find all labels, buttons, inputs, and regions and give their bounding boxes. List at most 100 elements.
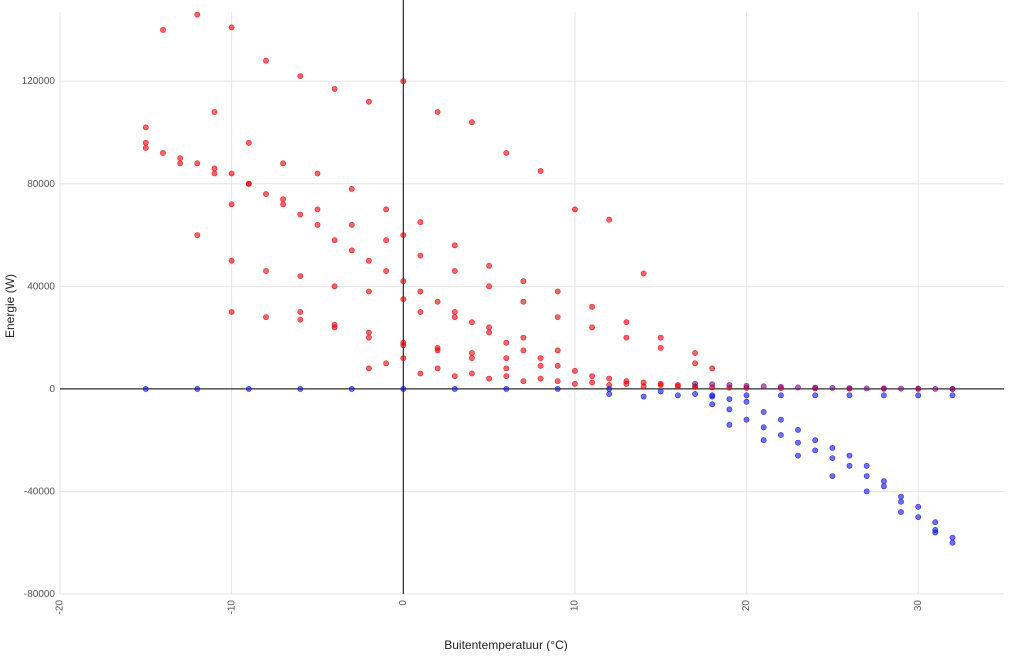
data-point <box>314 206 321 213</box>
data-point <box>898 385 904 392</box>
y-tick-label: -40000 <box>24 486 56 497</box>
data-point <box>383 237 389 244</box>
data-point <box>640 383 647 390</box>
tick-labels: -20 -10 0 10 20 30 -80000 -40000 0 40000 80000 1200… <box>22 76 924 614</box>
data-point <box>383 268 389 274</box>
data-point <box>692 360 698 367</box>
data-point <box>829 384 836 391</box>
data-point <box>434 365 441 372</box>
data-point <box>537 168 544 174</box>
data-point <box>434 298 441 305</box>
data-point <box>520 334 527 341</box>
y-tick-label: 0 <box>49 384 55 395</box>
data-point <box>726 382 733 388</box>
data-point <box>846 385 853 391</box>
data-point <box>778 383 784 390</box>
data-point <box>640 270 647 277</box>
data-point <box>795 426 801 433</box>
data-point <box>297 309 304 315</box>
data-point <box>468 355 475 361</box>
data-point <box>554 314 561 320</box>
data-point <box>949 385 956 392</box>
data-point <box>228 170 235 177</box>
data-point <box>211 170 218 177</box>
data-point <box>881 385 887 392</box>
data-point <box>760 409 767 415</box>
data-point <box>692 350 698 356</box>
data-point <box>331 283 338 290</box>
data-point <box>383 206 389 213</box>
data-point <box>949 392 956 399</box>
data-point <box>142 124 149 131</box>
data-point <box>365 365 372 372</box>
data-point <box>589 379 595 386</box>
data-point <box>915 514 922 520</box>
data-point <box>554 347 561 354</box>
data-point <box>245 385 252 392</box>
data-point <box>400 296 407 303</box>
data-point <box>451 385 458 392</box>
data-point <box>503 365 510 372</box>
data-point <box>657 334 664 341</box>
data-point <box>400 278 407 285</box>
data-point <box>760 424 767 431</box>
data-point <box>451 309 458 315</box>
x-tick-label: -20 <box>55 600 66 615</box>
data-point <box>263 57 269 64</box>
data-point <box>675 392 681 399</box>
data-point <box>331 324 338 331</box>
data-point <box>949 539 956 546</box>
data-point <box>863 385 870 392</box>
data-point <box>778 432 784 438</box>
data-point <box>606 216 613 223</box>
data-point <box>400 232 407 238</box>
data-point <box>589 373 595 379</box>
data-point <box>365 329 372 336</box>
data-point <box>194 385 201 392</box>
data-point <box>743 392 750 399</box>
data-point <box>554 385 561 392</box>
x-tick-label: 10 <box>570 600 581 612</box>
data-point <box>297 211 304 218</box>
data-point <box>228 24 235 31</box>
x-tick-label: 30 <box>913 600 924 612</box>
data-point <box>726 396 733 402</box>
data-point <box>400 342 407 349</box>
data-point <box>520 378 527 385</box>
data-point <box>365 334 372 341</box>
data-point <box>194 160 201 167</box>
data-point <box>160 150 166 156</box>
data-point <box>177 155 183 161</box>
data-point <box>400 385 407 392</box>
data-point <box>280 201 286 208</box>
data-point <box>760 383 767 390</box>
data-point <box>194 232 201 238</box>
data-point <box>503 373 510 379</box>
data-point <box>486 324 492 331</box>
data-point <box>400 78 407 85</box>
data-point <box>606 385 613 392</box>
data-point <box>898 509 904 515</box>
y-tick-label: 80000 <box>27 179 55 190</box>
data-point <box>520 278 527 285</box>
data-point <box>829 473 836 479</box>
data-point <box>245 139 252 146</box>
data-point <box>932 519 939 526</box>
data-point <box>142 139 149 146</box>
data-point <box>417 288 424 295</box>
data-point <box>228 257 235 264</box>
data-point <box>537 362 544 369</box>
x-tick-label: -10 <box>226 600 237 615</box>
data-point <box>572 367 578 374</box>
data-point <box>932 385 939 392</box>
data-point <box>211 109 218 115</box>
data-point <box>468 370 475 377</box>
data-point <box>915 392 922 399</box>
data-point <box>709 365 716 372</box>
data-point <box>726 406 733 413</box>
data-point <box>863 488 870 495</box>
data-point <box>657 388 664 395</box>
data-point <box>743 416 750 423</box>
data-point <box>554 288 561 295</box>
